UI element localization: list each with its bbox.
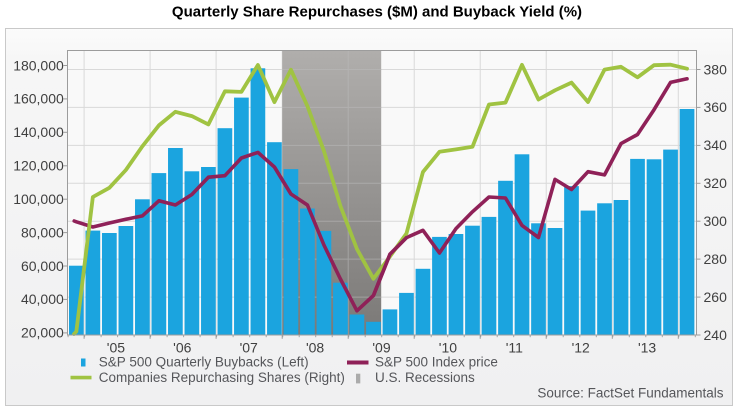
svg-text:'05: '05: [107, 339, 125, 355]
svg-text:260: 260: [704, 289, 728, 305]
svg-text:120,000: 120,000: [13, 158, 64, 174]
svg-text:160,000: 160,000: [13, 91, 64, 107]
svg-text:100,000: 100,000: [13, 191, 64, 207]
svg-text:320: 320: [704, 175, 728, 191]
svg-text:20,000: 20,000: [21, 325, 64, 341]
svg-text:U.S. Recessions: U.S. Recessions: [375, 370, 475, 385]
svg-text:'12: '12: [572, 339, 590, 355]
svg-text:80,000: 80,000: [21, 224, 64, 240]
svg-text:Companies Repurchasing Shares: Companies Repurchasing Shares (Right): [99, 370, 345, 385]
svg-text:'13: '13: [638, 339, 656, 355]
svg-text:280: 280: [704, 251, 728, 267]
svg-text:340: 340: [704, 137, 728, 153]
svg-text:40,000: 40,000: [21, 291, 64, 307]
svg-text:60,000: 60,000: [21, 258, 64, 274]
svg-text:380: 380: [704, 61, 728, 77]
svg-text:'09: '09: [372, 339, 390, 355]
svg-text:360: 360: [704, 99, 728, 115]
svg-text:'08: '08: [306, 339, 324, 355]
svg-text:240: 240: [704, 327, 728, 343]
svg-text:S&P 500 Index price: S&P 500 Index price: [375, 355, 498, 370]
svg-text:S&P 500 Quarterly Buybacks (Le: S&P 500 Quarterly Buybacks (Left): [99, 355, 309, 370]
svg-text:Source: FactSet Fundamentals: Source: FactSet Fundamentals: [537, 386, 723, 401]
svg-text:180,000: 180,000: [13, 57, 64, 73]
svg-text:'06: '06: [173, 339, 191, 355]
svg-text:300: 300: [704, 213, 728, 229]
svg-text:140,000: 140,000: [13, 124, 64, 140]
svg-text:Quarterly Share Repurchases ($: Quarterly Share Repurchases ($M) and Buy…: [172, 4, 582, 21]
svg-text:'07: '07: [240, 339, 258, 355]
svg-text:'11: '11: [506, 339, 523, 355]
svg-text:'10: '10: [439, 339, 457, 355]
